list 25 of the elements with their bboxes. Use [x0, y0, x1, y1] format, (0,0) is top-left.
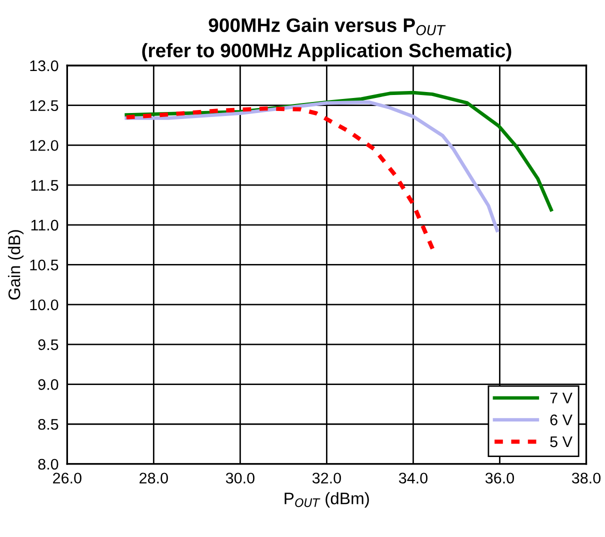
legend-label: 7 V: [550, 392, 572, 404]
y-tick-label: 8.0: [38, 458, 58, 470]
legend-label: 5 V: [550, 436, 572, 448]
x-axis-title: P$_{OUT}$ (dBm): [284, 492, 369, 508]
x-tick-label: 32.0: [312, 472, 341, 484]
x-tick-label: 36.0: [485, 472, 514, 484]
y-tick-label: 10.0: [30, 299, 58, 310]
legend-label: 6 V: [550, 414, 572, 426]
x-tick-label: 28.0: [140, 472, 168, 484]
y-tick-label: 9.0: [38, 379, 58, 390]
y-tick-label: 9.5: [38, 339, 58, 350]
x-tick-label: 34.0: [398, 472, 428, 484]
y-axis-title: Gain (dB): [8, 230, 24, 300]
y-tick-label: 11.5: [31, 180, 58, 191]
y-tick-label: 12.5: [30, 100, 58, 112]
y-tick-label: 11.0: [31, 220, 58, 231]
line-series: [124, 100, 499, 232]
chart-title: 900MHz Gain versus P$_{OUT}$ (refer to 900MHz Application Schematic): [142, 18, 512, 62]
y-tick-label: 12.0: [30, 140, 58, 151]
x-tick-label: 38.0: [572, 472, 601, 484]
x-tick-label: 26.0: [53, 472, 82, 484]
y-tick-label: 8.5: [38, 418, 58, 430]
x-tick-label: 30.0: [226, 472, 254, 484]
y-tick-label: 13.0: [30, 60, 58, 72]
y-tick-label: 10.5: [30, 260, 58, 270]
